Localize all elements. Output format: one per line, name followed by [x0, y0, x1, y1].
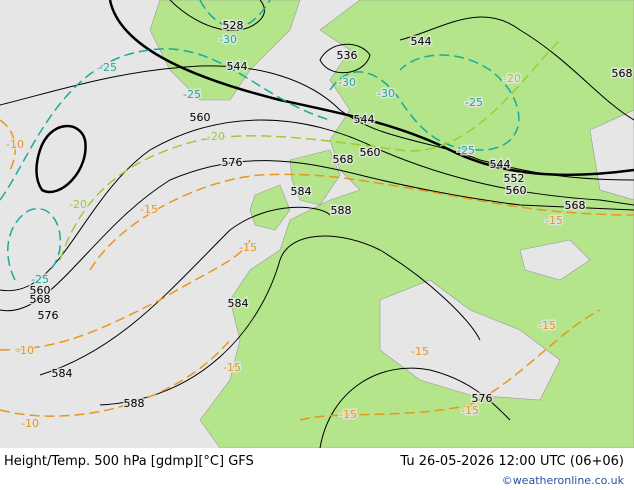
- temperature-label: -15: [339, 408, 357, 421]
- temperature-label: -30: [377, 87, 395, 100]
- height-label: 544: [490, 158, 511, 171]
- temperature-label: -25: [183, 88, 201, 101]
- temperature-label: -15: [538, 319, 556, 332]
- mid-isotherms: [59, 39, 561, 261]
- temperature-label: -15: [411, 345, 429, 358]
- map: 5285365445445445445525605605605685685685…: [0, 0, 634, 448]
- thick-contours: [35, 0, 634, 194]
- height-label: 544: [354, 113, 375, 126]
- height-label: 584: [228, 297, 249, 310]
- temperature-label: -30: [338, 76, 356, 89]
- height-label: 588: [124, 397, 145, 410]
- temperature-label: -25: [457, 144, 475, 157]
- height-label: 528: [223, 19, 244, 32]
- temperature-label: -20: [69, 198, 87, 211]
- height-label: 560: [506, 184, 527, 197]
- temperature-label: -15: [239, 241, 257, 254]
- height-label: 560: [30, 284, 51, 297]
- height-label: 576: [472, 392, 493, 405]
- height-label: 560: [360, 146, 381, 159]
- height-label: 544: [227, 60, 248, 73]
- height-label: 584: [291, 185, 312, 198]
- temperature-label: -25: [31, 273, 49, 286]
- height-label: 576: [38, 309, 59, 322]
- temperature-label: -15: [140, 203, 158, 216]
- height-label: 576: [222, 156, 243, 169]
- temperature-label: -25: [465, 96, 483, 109]
- footer-datetime: Tu 26-05-2026 12:00 UTC (06+06): [400, 454, 624, 469]
- temperature-label: -10: [16, 344, 34, 357]
- height-label: 568: [333, 153, 354, 166]
- temperature-label: -25: [99, 61, 117, 74]
- seas: [379, 109, 634, 401]
- height-label: 552: [504, 172, 525, 185]
- temperature-label: -15: [461, 404, 479, 417]
- height-label: 560: [190, 111, 211, 124]
- height-label: 584: [52, 367, 73, 380]
- temperature-label: -15: [545, 214, 563, 227]
- height-label: 568: [565, 199, 586, 212]
- footer-credit: ©weatheronline.co.uk: [501, 474, 624, 487]
- temperature-label: -30: [219, 33, 237, 46]
- height-label: 536: [337, 49, 358, 62]
- height-label: 588: [331, 204, 352, 217]
- cold-isotherms: [0, 0, 520, 281]
- temperature-label: -10: [21, 417, 39, 430]
- footer-title: Height/Temp. 500 hPa [gdmp][°C] GFS: [4, 454, 254, 469]
- temperature-label: -15: [223, 361, 241, 374]
- height-label: 568: [30, 293, 51, 306]
- temperature-label: -10: [6, 138, 24, 151]
- height-label: 568: [612, 67, 633, 80]
- height-label: 544: [411, 35, 432, 48]
- warm-isotherms: [0, 119, 634, 421]
- height-contours: [0, 0, 634, 448]
- temperature-label: -20: [207, 130, 225, 143]
- temperature-label: -20: [503, 72, 521, 85]
